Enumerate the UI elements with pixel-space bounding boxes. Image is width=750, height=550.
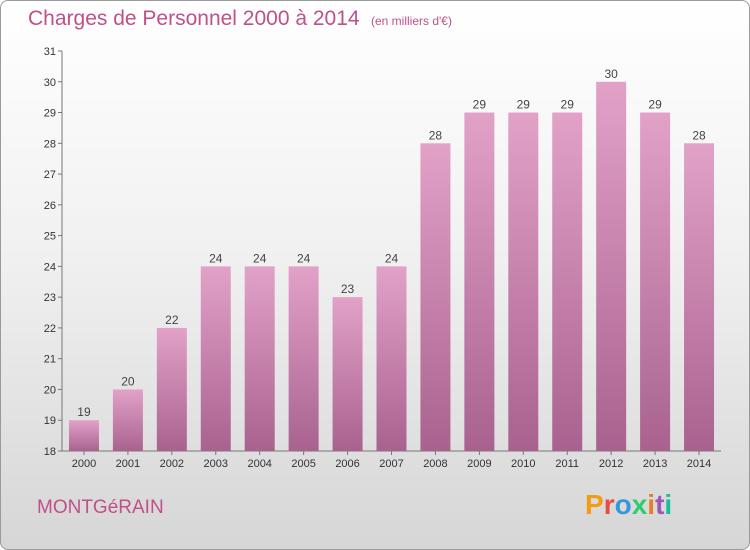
x-tick-label: 2003 [204, 458, 228, 470]
y-tick-label: 21 [44, 354, 56, 366]
y-tick-label: 26 [44, 200, 56, 212]
x-tick-label: 2012 [599, 458, 623, 470]
y-tick-label: 18 [44, 446, 56, 458]
x-tick-labels: 2000 2001 2002 2003 2004 2005 2006 2007 2008 2009… [72, 458, 712, 470]
y-tick-label: 20 [44, 384, 56, 396]
bar-2004[interactable] [244, 266, 275, 451]
chart-title: Charges de Personnel 2000 à 2014 [28, 7, 360, 30]
bar-2010[interactable] [508, 112, 539, 452]
y-tick-label: 23 [44, 292, 56, 304]
bar-value-label: 24 [253, 251, 267, 265]
x-tick-label: 2014 [687, 458, 711, 470]
bar-2006[interactable] [332, 297, 363, 451]
logo-letter: i [664, 489, 673, 520]
bar-2009[interactable] [464, 112, 495, 452]
logo-letter: t [655, 489, 665, 520]
bar-value-label: 30 [604, 67, 618, 81]
x-tick-label: 2011 [555, 458, 579, 470]
bar-2005[interactable] [288, 266, 319, 451]
bar-value-label: 24 [209, 251, 223, 265]
x-tick-label: 2002 [160, 458, 184, 470]
y-tick-label: 29 [44, 108, 56, 120]
bar-2014[interactable] [684, 143, 715, 452]
y-tick-label: 24 [44, 261, 56, 273]
y-tick-label: 19 [44, 415, 56, 427]
logo-letter: x [631, 489, 648, 520]
bar-value-label: 22 [165, 313, 179, 327]
data-labels: 19 20 22 24 24 24 23 24 28 29 29 29 30 29 28 [77, 67, 706, 419]
bar-2012[interactable] [596, 81, 627, 452]
x-tick-label: 2000 [72, 458, 96, 470]
proxiti-logo[interactable]: Proxiti [585, 489, 672, 521]
x-tick-label: 2007 [379, 458, 403, 470]
bar-2003[interactable] [200, 266, 231, 451]
x-tick-label: 2008 [423, 458, 447, 470]
bar-2011[interactable] [552, 112, 583, 452]
y-tick-label: 30 [44, 77, 56, 89]
logo-letter: o [614, 489, 632, 520]
x-tick-label: 2010 [511, 458, 535, 470]
y-tick-label: 31 [44, 46, 56, 58]
logo-letter: i [647, 489, 656, 520]
y-tick-label: 27 [44, 169, 56, 181]
bar-value-label: 29 [561, 98, 575, 112]
bar-2002[interactable] [156, 327, 187, 451]
x-tick-label: 2005 [291, 458, 315, 470]
y-tick-labels: 18 19 20 21 22 23 24 25 26 27 28 29 30 31 [44, 46, 56, 458]
bar-value-label: 23 [341, 282, 355, 296]
chart-subtitle: (en milliers d'€) [371, 14, 452, 28]
bar-value-label: 29 [648, 98, 662, 112]
y-tick-label: 25 [44, 231, 56, 243]
x-tick-label: 2004 [247, 458, 271, 470]
bar-value-label: 20 [121, 374, 135, 388]
bar-value-label: 28 [429, 128, 443, 142]
bar-value-label: 24 [297, 251, 311, 265]
bar-value-label: 24 [385, 251, 399, 265]
x-tick-label: 2006 [335, 458, 359, 470]
bar-2001[interactable] [112, 389, 143, 451]
bar-2008[interactable] [420, 143, 451, 452]
bar-value-label: 28 [692, 128, 706, 142]
x-tick-label: 2009 [467, 458, 491, 470]
x-tick-label: 2001 [116, 458, 140, 470]
y-tick-label: 28 [44, 138, 56, 150]
y-tick-label: 22 [44, 323, 56, 335]
logo-letter: r [603, 489, 615, 520]
place-name: MONTGéRAIN [37, 497, 164, 518]
bar-2007[interactable] [376, 266, 407, 451]
x-tick-label: 2013 [643, 458, 667, 470]
bar-value-label: 29 [517, 98, 531, 112]
chart-bars [68, 81, 715, 452]
bar-value-label: 29 [473, 98, 487, 112]
bar-2000[interactable] [68, 420, 99, 451]
bar-value-label: 19 [77, 405, 91, 419]
logo-letter: P [585, 489, 604, 520]
bar-2013[interactable] [640, 112, 671, 452]
